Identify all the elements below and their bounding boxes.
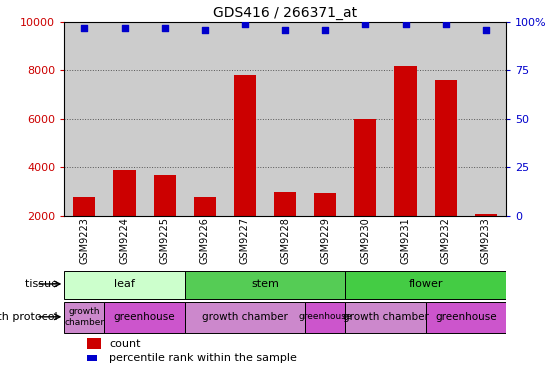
Bar <box>64 270 184 299</box>
Point <box>120 25 129 31</box>
Bar <box>184 302 305 333</box>
Text: leaf: leaf <box>114 279 135 289</box>
Bar <box>184 270 345 299</box>
Title: GDS416 / 266371_at: GDS416 / 266371_at <box>213 5 357 19</box>
Point <box>200 27 209 33</box>
Text: tissue: tissue <box>25 279 61 289</box>
Text: growth chamber: growth chamber <box>202 312 288 322</box>
Point <box>361 21 370 27</box>
Bar <box>475 213 497 216</box>
Text: growth chamber: growth chamber <box>343 312 428 322</box>
Text: percentile rank within the sample: percentile rank within the sample <box>109 353 297 363</box>
Bar <box>314 193 337 216</box>
Point <box>80 25 89 31</box>
Bar <box>435 80 457 216</box>
Bar <box>305 302 345 333</box>
Text: count: count <box>109 339 140 349</box>
Bar <box>345 302 425 333</box>
Bar <box>113 170 135 216</box>
Text: growth protocol: growth protocol <box>0 312 61 322</box>
Point <box>160 25 169 31</box>
Point <box>401 21 410 27</box>
Text: stem: stem <box>251 279 279 289</box>
Bar <box>154 175 176 216</box>
Point <box>321 27 330 33</box>
Bar <box>64 302 105 333</box>
Point <box>481 27 490 33</box>
Text: greenhouse: greenhouse <box>299 312 352 321</box>
Point <box>281 27 290 33</box>
Text: growth
chamber: growth chamber <box>64 307 105 326</box>
Bar <box>234 75 256 216</box>
Point <box>240 21 249 27</box>
Text: greenhouse: greenhouse <box>114 312 176 322</box>
Bar <box>105 302 184 333</box>
Text: flower: flower <box>409 279 443 289</box>
Bar <box>425 302 506 333</box>
Bar <box>274 192 296 216</box>
Bar <box>194 197 216 216</box>
Text: greenhouse: greenhouse <box>435 312 496 322</box>
Bar <box>395 66 416 216</box>
Bar <box>354 119 376 216</box>
Point <box>441 21 450 27</box>
Bar <box>345 270 506 299</box>
Bar <box>73 197 96 216</box>
